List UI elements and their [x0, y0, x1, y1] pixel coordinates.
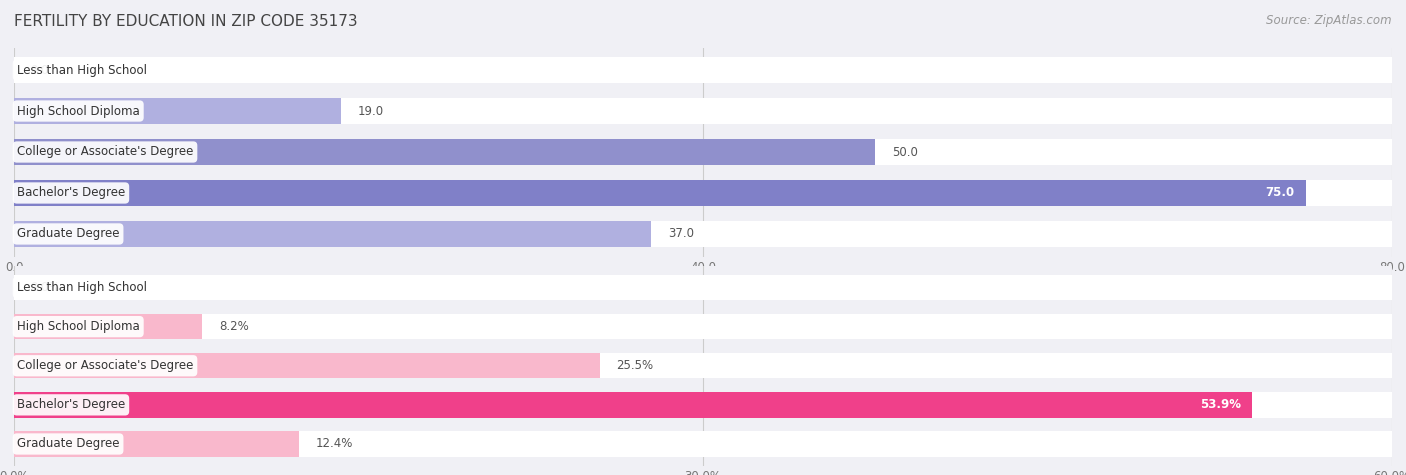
Text: High School Diploma: High School Diploma: [17, 320, 139, 333]
Bar: [14, 180, 1306, 206]
Text: Less than High School: Less than High School: [17, 64, 146, 76]
Bar: [14, 139, 1392, 165]
Text: 25.5%: 25.5%: [616, 359, 654, 372]
Text: Graduate Degree: Graduate Degree: [17, 437, 120, 450]
Bar: [14, 353, 1392, 379]
Text: 50.0: 50.0: [891, 145, 918, 159]
Text: 19.0: 19.0: [359, 104, 384, 117]
Bar: [14, 314, 1392, 339]
Bar: [14, 57, 1392, 83]
Text: Bachelor's Degree: Bachelor's Degree: [17, 399, 125, 411]
Bar: [14, 98, 1392, 124]
Bar: [14, 180, 1392, 206]
Text: 0.0: 0.0: [31, 64, 49, 76]
Bar: [14, 392, 1392, 418]
Text: High School Diploma: High School Diploma: [17, 104, 139, 117]
Text: College or Associate's Degree: College or Associate's Degree: [17, 359, 193, 372]
Text: College or Associate's Degree: College or Associate's Degree: [17, 145, 193, 159]
Text: 37.0: 37.0: [668, 228, 695, 240]
Bar: [14, 221, 1392, 247]
Text: 53.9%: 53.9%: [1199, 399, 1241, 411]
Bar: [14, 353, 599, 379]
Bar: [14, 98, 342, 124]
Bar: [14, 139, 875, 165]
Text: Source: ZipAtlas.com: Source: ZipAtlas.com: [1267, 14, 1392, 27]
Text: FERTILITY BY EDUCATION IN ZIP CODE 35173: FERTILITY BY EDUCATION IN ZIP CODE 35173: [14, 14, 357, 29]
Bar: [14, 431, 299, 456]
Text: 0.0%: 0.0%: [31, 281, 60, 294]
Text: 75.0: 75.0: [1265, 187, 1295, 200]
Text: 8.2%: 8.2%: [219, 320, 249, 333]
Bar: [14, 314, 202, 339]
Text: Bachelor's Degree: Bachelor's Degree: [17, 187, 125, 200]
Text: Less than High School: Less than High School: [17, 281, 146, 294]
Bar: [14, 431, 1392, 456]
Text: 12.4%: 12.4%: [315, 437, 353, 450]
Bar: [14, 392, 1251, 418]
Bar: [14, 275, 1392, 300]
Text: Graduate Degree: Graduate Degree: [17, 228, 120, 240]
Bar: [14, 221, 651, 247]
